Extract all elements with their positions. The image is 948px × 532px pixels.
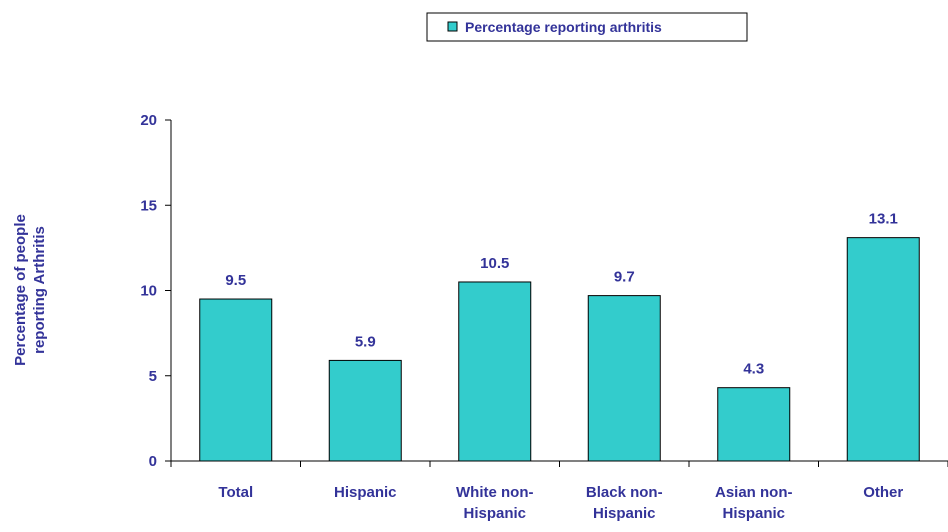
bar (458, 281, 532, 462)
y-tick-label: 5 (149, 368, 157, 385)
y-axis-title-line-2: reporting Arthritis (31, 226, 48, 354)
x-tick-label: Hispanic (593, 505, 656, 522)
legend-label: Percentage reporting arthritis (465, 19, 662, 35)
x-tick-label: Hispanic (722, 505, 785, 522)
bars (199, 237, 920, 462)
y-tick-label: 10 (140, 283, 157, 300)
bar (846, 237, 920, 462)
x-tick-label: Other (863, 484, 903, 501)
legend-swatch (447, 21, 458, 32)
y-tick-label: 15 (140, 197, 157, 214)
legend: Percentage reporting arthritis (426, 12, 748, 42)
labels: 0 5 10 15 20 9.5 Total 5.9 Hispanic 10.5 White non… (140, 112, 903, 522)
x-tick-label: Total (218, 484, 253, 501)
data-label: 10.5 (480, 255, 509, 272)
x-tick-label: Hispanic (334, 484, 397, 501)
x-tick-label: Black non- (586, 484, 663, 501)
bar (199, 298, 273, 462)
y-tick-label: 20 (140, 112, 157, 129)
x-tick-label: Hispanic (463, 505, 526, 522)
data-label: 4.3 (743, 361, 764, 378)
y-axis-title: Percentage of people reporting Arthritis (12, 214, 48, 366)
data-label: 13.1 (869, 211, 898, 228)
x-tick-label: White non- (456, 484, 533, 501)
data-label: 5.9 (355, 333, 376, 350)
y-tick-label: 0 (149, 453, 157, 470)
y-axis-title-line-1: Percentage of people (12, 214, 29, 366)
bar (587, 295, 661, 462)
data-label: 9.5 (225, 272, 246, 289)
bar (328, 359, 402, 462)
data-label: 9.7 (614, 269, 635, 286)
bar (717, 387, 791, 462)
x-tick-label: Asian non- (715, 484, 793, 501)
legend-box (426, 12, 748, 42)
axes (165, 119, 948, 467)
